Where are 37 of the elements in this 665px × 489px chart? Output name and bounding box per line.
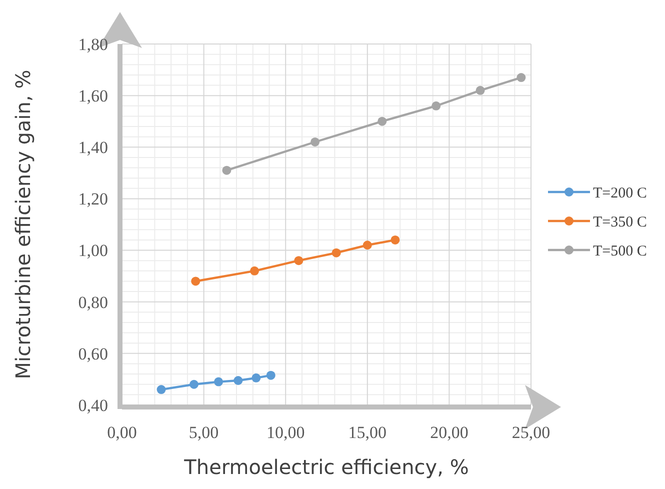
point bbox=[432, 101, 441, 110]
point bbox=[516, 73, 526, 82]
point bbox=[390, 235, 400, 244]
point bbox=[222, 166, 232, 175]
point bbox=[266, 370, 276, 380]
legend-label: T=500 C bbox=[593, 243, 647, 260]
y-tick-label: 1,00 bbox=[78, 241, 108, 260]
y-tick-label: 1,60 bbox=[78, 86, 108, 106]
point bbox=[234, 376, 243, 386]
x-tick-label: 15,00 bbox=[348, 423, 387, 442]
point bbox=[332, 248, 341, 258]
point bbox=[294, 256, 304, 266]
y-tick-label: 0,60 bbox=[78, 344, 108, 364]
y-tick-label: 1,80 bbox=[78, 34, 108, 54]
point bbox=[156, 385, 166, 394]
point bbox=[191, 276, 200, 286]
y-tick-label: 1,20 bbox=[78, 190, 108, 209]
x-tick-label: 5,00 bbox=[188, 423, 219, 442]
x-tick-label: 25,00 bbox=[512, 423, 550, 442]
point bbox=[252, 373, 261, 382]
x-tick-label: 0,00 bbox=[107, 423, 137, 442]
point bbox=[310, 137, 320, 146]
y-tick-label: 0,80 bbox=[78, 292, 108, 312]
point bbox=[378, 116, 387, 126]
y-tick-label: 1,40 bbox=[78, 138, 108, 158]
point bbox=[214, 377, 224, 386]
legend-label: T=350 C bbox=[593, 214, 647, 230]
y-axis-title: Microturbine efficiency gain, % bbox=[11, 70, 35, 380]
point bbox=[189, 380, 198, 389]
x-tick-label: 10,00 bbox=[266, 423, 305, 442]
point bbox=[476, 86, 485, 95]
x-axis-title: Thermoelectric efficiency, % bbox=[183, 455, 469, 479]
x-tick-label: 20,00 bbox=[430, 423, 468, 442]
legend-label: T=200 C bbox=[593, 185, 647, 202]
point bbox=[362, 240, 372, 250]
y-tick-label: 0,40 bbox=[78, 396, 108, 415]
point bbox=[250, 266, 260, 276]
